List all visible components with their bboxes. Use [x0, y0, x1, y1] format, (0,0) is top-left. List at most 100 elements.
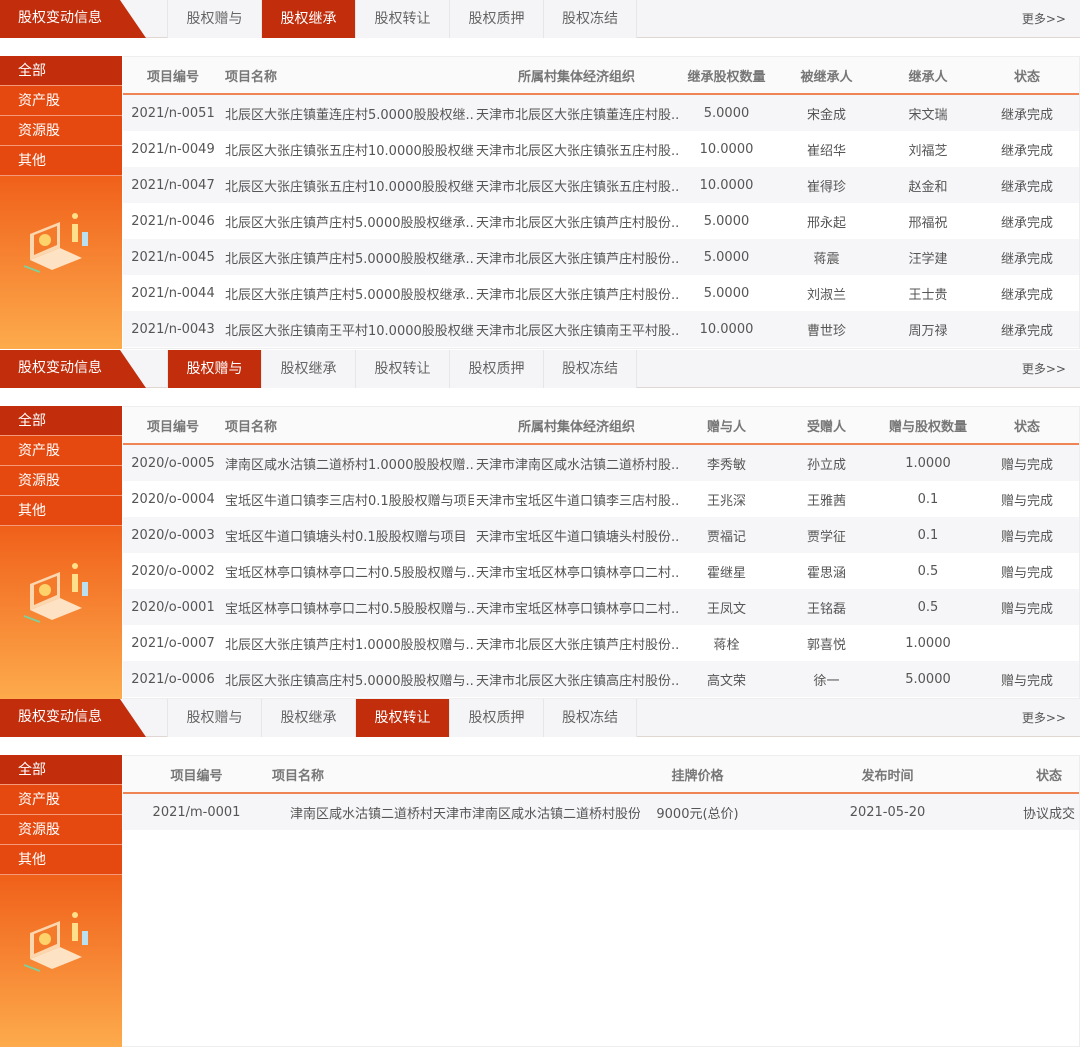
table-row[interactable]: 2021/n-0044 北辰区大张庄镇芦庄村5.0000股股权继承... 天津市北辰… [123, 275, 1079, 311]
table-row[interactable]: 2021/n-0049 北辰区大张庄镇张五庄村10.0000股股权继... 天津市北… [123, 131, 1079, 167]
table-cell: 宝坻区林亭口镇林亭口二村0.5股股权赠与... [225, 601, 474, 617]
table-row[interactable]: 2021/n-0043 北辰区大张庄镇南王平村10.0000股股权继... 天津市北… [123, 311, 1079, 347]
table-header: 项目编号 项目名称 挂牌价格 发布时间 状态 [123, 756, 1079, 794]
table-cell: 王凤文 [706, 601, 746, 617]
table-row[interactable]: 2020/o-0004 宝坻区牛道口镇李三店村0.1股股权赠与项目 天津市宝坻区牛道… [123, 481, 1079, 517]
table-cell: 崔绍华 [806, 143, 846, 159]
table-cell: 2021/n-0047 [131, 177, 215, 193]
table-cell: 赠与完成 [1000, 529, 1053, 545]
tab-0[interactable]: 股权赠与 [167, 350, 261, 388]
column-header: 项目编号 [170, 768, 223, 784]
table-row[interactable]: 2020/o-0002 宝坻区林亭口镇林亭口二村0.5股股权赠与... 天津市宝坻区… [123, 553, 1079, 589]
table-cell: 天津市北辰区大张庄镇张五庄村股... [476, 143, 679, 159]
table-cell: 曹世珍 [806, 323, 846, 339]
table-row[interactable]: 2021/o-0007 北辰区大张庄镇芦庄村1.0000股股权赠与... 天津市北辰… [123, 625, 1079, 661]
table-cell: 2021/o-0006 [131, 671, 215, 687]
tab-3[interactable]: 股权质押 [449, 0, 543, 38]
sidebar-item[interactable]: 资产股 [0, 436, 122, 466]
table-cell: 2021/n-0044 [131, 285, 215, 301]
sidebar-item[interactable]: 资产股 [0, 86, 122, 116]
table-cell: 王士贵 [908, 287, 948, 303]
sidebar-illustration [0, 526, 122, 699]
table-cell: 2021/o-0007 [131, 635, 215, 651]
tab-3[interactable]: 股权质押 [449, 350, 543, 388]
table-cell: 津南区咸水沽镇二道桥村1.0000股股权赠... [225, 457, 474, 473]
table-row[interactable]: 2021/o-0006 北辰区大张庄镇高庄村5.0000股股权赠与... 天津市北辰… [123, 661, 1079, 697]
tab-bar: 股权赠与 股权继承 股权转让 股权质押 股权冻结 [167, 350, 637, 388]
table-row[interactable]: 2021/n-0047 北辰区大张庄镇张五庄村10.0000股股权继... 天津市北… [123, 167, 1079, 203]
table-cell: 5.0000 [905, 671, 951, 687]
table-cell: 王兆深 [706, 493, 746, 509]
tab-0[interactable]: 股权赠与 [167, 0, 261, 38]
table-row[interactable]: 2020/o-0005 津南区咸水沽镇二道桥村1.0000股股权赠... 天津市津南… [123, 445, 1079, 481]
table-cell: 赠与完成 [1000, 601, 1053, 617]
table-cell: 协议成交 [1022, 806, 1075, 822]
table-row[interactable]: 2020/o-0001 宝坻区林亭口镇林亭口二村0.5股股权赠与... 天津市宝坻区… [123, 589, 1079, 625]
table-cell: 天津市北辰区大张庄镇张五庄村股... [476, 179, 679, 195]
section-title: 股权变动信息 [0, 699, 146, 737]
table-cell: 邢福祝 [908, 215, 948, 231]
sidebar-item[interactable]: 资源股 [0, 116, 122, 146]
tab-4[interactable]: 股权冻结 [543, 350, 637, 388]
table-cell: 北辰区大张庄镇芦庄村1.0000股股权赠与... [225, 637, 474, 653]
more-link[interactable]: 更多>> [1021, 362, 1066, 376]
table-row[interactable]: 2021/n-0045 北辰区大张庄镇芦庄村5.0000股股权继承... 天津市北辰… [123, 239, 1079, 275]
sidebar-item[interactable]: 全部 [0, 56, 122, 86]
table-cell: 天津市北辰区大张庄镇高庄村股份... [476, 673, 679, 689]
equity-section: 股权变动信息 股权赠与 股权继承 股权转让 股权质押 股权冻结 更多>> 全部 资产股 资源股 其他… [0, 0, 1080, 349]
sidebar-item[interactable]: 资源股 [0, 466, 122, 496]
table-cell: 继承完成 [1000, 215, 1053, 231]
column-header: 项目名称 [225, 419, 278, 435]
tab-1[interactable]: 股权继承 [261, 0, 355, 38]
tab-4[interactable]: 股权冻结 [543, 0, 637, 38]
tab-2[interactable]: 股权转让 [355, 699, 449, 737]
table-cell: 天津市宝坻区林亭口镇林亭口二村... [476, 565, 679, 581]
data-table: 项目编号 项目名称 挂牌价格 发布时间 状态 2021/m-0001 津南区咸水沽镇二道桥村… [123, 755, 1080, 1047]
table-cell: 天津市北辰区大张庄镇董连庄村股... [476, 107, 679, 123]
tab-0[interactable]: 股权赠与 [167, 699, 261, 737]
more-link[interactable]: 更多>> [1021, 12, 1066, 26]
tab-2[interactable]: 股权转让 [355, 350, 449, 388]
table-cell: 周万禄 [908, 323, 948, 339]
sidebar-item[interactable]: 其他 [0, 845, 122, 875]
section-title: 股权变动信息 [0, 350, 146, 388]
table-header: 项目编号 项目名称 所属村集体经济组织 继承股权数量 被继承人 继承人 状态 [123, 57, 1079, 95]
sidebar-item[interactable]: 资源股 [0, 815, 122, 845]
table-cell: 天津市宝坻区牛道口镇塘头村股份... [476, 529, 679, 545]
tab-4[interactable]: 股权冻结 [543, 699, 637, 737]
column-header: 状态 [1035, 768, 1062, 784]
table-cell: 宝坻区林亭口镇林亭口二村0.5股股权赠与... [225, 565, 474, 581]
data-table: 项目编号 项目名称 所属村集体经济组织 赠与人 受赠人 赠与股权数量 状态 2020/o-00… [123, 406, 1080, 699]
tab-3[interactable]: 股权质押 [449, 699, 543, 737]
table-cell: 赠与完成 [1000, 565, 1053, 581]
table-header: 项目编号 项目名称 所属村集体经济组织 赠与人 受赠人 赠与股权数量 状态 [123, 407, 1079, 445]
table-cell: 津南区咸水沽镇二道桥村天津市津南区咸水沽镇二道桥村股份经... [290, 806, 640, 822]
table-cell: 天津市北辰区大张庄镇芦庄村股份... [476, 287, 679, 303]
table-row[interactable]: 2021/n-0046 北辰区大张庄镇芦庄村5.0000股股权继承... 天津市北辰… [123, 203, 1079, 239]
column-header: 项目名称 [225, 69, 278, 85]
table-cell: 2021/n-0043 [131, 321, 215, 337]
sidebar-item[interactable]: 全部 [0, 406, 122, 436]
table-row[interactable]: 2021/m-0001 津南区咸水沽镇二道桥村天津市津南区咸水沽镇二道桥村股份经.… [123, 794, 1079, 830]
section-title: 股权变动信息 [0, 0, 146, 38]
table-cell: 王铭磊 [806, 601, 846, 617]
tab-1[interactable]: 股权继承 [261, 699, 355, 737]
table-row[interactable]: 2021/n-0051 北辰区大张庄镇董连庄村5.0000股股权继... 天津市北辰… [123, 95, 1079, 131]
table-cell: 北辰区大张庄镇高庄村5.0000股股权赠与... [225, 673, 474, 689]
sidebar-item[interactable]: 资产股 [0, 785, 122, 815]
column-header: 所属村集体经济组织 [517, 69, 635, 85]
table-cell: 天津市北辰区大张庄镇南王平村股... [476, 323, 679, 339]
table-cell: 赠与完成 [1000, 457, 1053, 473]
more-link[interactable]: 更多>> [1021, 711, 1066, 725]
equity-section: 股权变动信息 股权赠与 股权继承 股权转让 股权质押 股权冻结 更多>> 全部 资产股 资源股 其他… [0, 350, 1080, 699]
table-cell: 2020/o-0002 [131, 563, 215, 579]
sidebar-item[interactable]: 全部 [0, 755, 122, 785]
table-body: 2020/o-0005 津南区咸水沽镇二道桥村1.0000股股权赠... 天津市津南… [123, 445, 1079, 697]
table-cell: 0.5 [917, 599, 939, 615]
sidebar-item[interactable]: 其他 [0, 146, 122, 176]
section-header: 股权变动信息 股权赠与 股权继承 股权转让 股权质押 股权冻结 更多>> [0, 350, 1080, 388]
table-row[interactable]: 2020/o-0003 宝坻区牛道口镇塘头村0.1股股权赠与项目 天津市宝坻区牛道口… [123, 517, 1079, 553]
sidebar-item[interactable]: 其他 [0, 496, 122, 526]
tab-2[interactable]: 股权转让 [355, 0, 449, 38]
tab-1[interactable]: 股权继承 [261, 350, 355, 388]
